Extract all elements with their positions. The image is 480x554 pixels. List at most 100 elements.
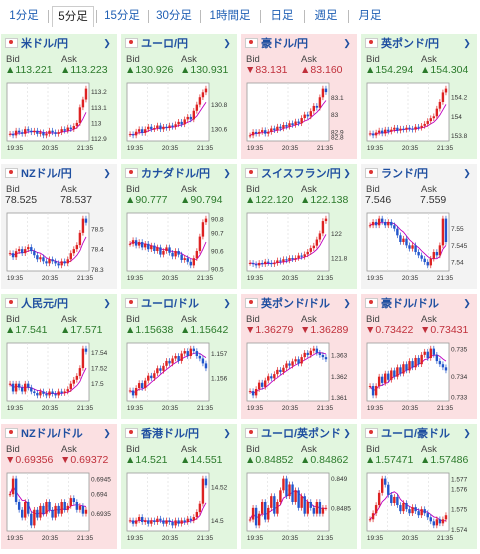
tab-30min[interactable]: 30分足 — [156, 10, 192, 22]
chevron-right-icon[interactable]: ❯ — [223, 298, 231, 308]
pair-name[interactable]: 米ドル/円 — [21, 38, 69, 50]
chevron-right-icon[interactable]: ❯ — [223, 428, 231, 438]
mini-candle-chart[interactable]: 130.8 130.6 19:35 20:35 21:35 — [125, 81, 234, 157]
chevron-right-icon[interactable]: ❯ — [343, 38, 351, 48]
candle-body — [297, 359, 300, 364]
pair-name[interactable]: スイスフラン/円 — [261, 168, 341, 180]
pair-title[interactable]: NZドル/ドル — [5, 427, 83, 441]
mini-candle-chart[interactable]: 14.52 14.5 19:35 20:35 21:35 — [125, 471, 234, 547]
flag-icon — [365, 38, 378, 48]
mini-candle-chart[interactable]: 1.157 1.156 19:35 20:35 21:35 — [125, 341, 234, 417]
moving-average-line — [9, 367, 87, 395]
pair-name[interactable]: ランド/円 — [381, 168, 429, 180]
rate-card[interactable]: 米ドル/円 ❯ Bid Ask ▲113.221 ▲113.223 113.2 113.1 11… — [1, 34, 118, 161]
mini-candle-chart[interactable]: 90.8 90.7 90.6 90.5 19:35 20:35 21:35 — [125, 211, 234, 287]
pair-name[interactable]: 豪ドル/円 — [261, 38, 309, 50]
tab-1min[interactable]: 1分足 — [9, 10, 39, 22]
chevron-right-icon[interactable]: ❯ — [103, 298, 111, 308]
rate-card[interactable]: ユーロ/円 ❯ Bid Ask ▲130.926 ▲130.931 130.8 130.6 19… — [121, 34, 238, 161]
pair-title[interactable]: スイスフラン/円 — [245, 167, 341, 181]
pair-title[interactable]: 豪ドル/円 — [245, 37, 308, 51]
pair-title[interactable]: 米ドル/円 — [5, 37, 68, 51]
rate-card[interactable]: カナダドル/円 ❯ Bid Ask ▲90.777 ▲90.794 90.8 90.7 90.6… — [121, 164, 238, 291]
x-tick-label: 20:35 — [162, 275, 179, 282]
mini-candle-chart[interactable]: 83.1 83 82.982.8 19:35 20:35 21:35 — [245, 81, 354, 157]
tab-5min[interactable]: 5分足 — [52, 6, 94, 27]
mini-candle-chart[interactable]: 17.54 17.52 17.5 19:35 20:35 21:35 — [5, 341, 114, 417]
chevron-right-icon[interactable]: ❯ — [103, 38, 111, 48]
chevron-right-icon[interactable]: ❯ — [463, 298, 471, 308]
pair-name[interactable]: カナダドル/円 — [141, 168, 211, 180]
mini-candle-chart[interactable]: 1.363 1.362 1.361 19:35 20:35 21:35 — [245, 341, 354, 417]
x-tick-label: 21:35 — [197, 405, 214, 412]
pair-title[interactable]: ユーロ/英ポンド — [245, 427, 341, 441]
chevron-right-icon[interactable]: ❯ — [223, 38, 231, 48]
mini-candle-chart[interactable]: 78.5 78.4 78.3 19:35 20:35 21:35 — [5, 211, 114, 287]
candle-body — [420, 255, 423, 259]
rate-card[interactable]: ユーロ/豪ドル ❯ Bid Ask ▲1.57471 ▲1.57486 1.577 1.576… — [361, 424, 478, 551]
pair-title[interactable]: 香港ドル/円 — [125, 427, 199, 441]
pair-title[interactable]: 英ポンド/ドル — [245, 297, 330, 311]
chevron-right-icon[interactable]: ❯ — [343, 298, 351, 308]
rate-card[interactable]: 豪ドル/円 ❯ Bid Ask ▼83.131 ▲83.160 83.1 83 82.9 82.8… — [241, 34, 358, 161]
pair-name[interactable]: 豪ドル/ドル — [381, 298, 440, 310]
rate-card[interactable]: 人民元/円 ❯ Bid Ask ▲17.541 ▲17.571 17.54 17.52 17.5… — [1, 294, 118, 421]
rate-card[interactable]: NZドル/円 ❯ Bid Ask 78.525 78.537 78.5 78.4 78.3 19:… — [1, 164, 118, 291]
rate-card[interactable]: ユーロ/ドル ❯ Bid Ask ▲1.15638 ▲1.15642 1.157 1.156 1… — [121, 294, 238, 421]
pair-title[interactable]: ユーロ/円 — [125, 37, 188, 51]
bid-value: ▼0.73422 — [365, 324, 414, 336]
pair-title[interactable]: NZドル/円 — [5, 167, 72, 181]
pair-name[interactable]: 香港ドル/円 — [141, 428, 200, 440]
tab-1hour[interactable]: 1時間足 — [209, 10, 251, 22]
pair-title[interactable]: ユーロ/豪ドル — [365, 427, 450, 441]
rate-card[interactable]: NZドル/ドル ❯ Bid Ask ▼0.69356 ▼0.69372 0.6945 0.69… — [1, 424, 118, 551]
rate-card[interactable]: ユーロ/英ポンド ❯ Bid Ask ▲0.84852 ▲0.84862 0.849 0.84… — [241, 424, 358, 551]
rate-card[interactable]: 香港ドル/円 ❯ Bid Ask ▲14.521 ▲14.551 14.52 14.5 19:3… — [121, 424, 238, 551]
pair-title[interactable]: 豪ドル/ドル — [365, 297, 439, 311]
tab-monthly[interactable]: 月足 — [358, 10, 382, 22]
chevron-right-icon[interactable]: ❯ — [343, 428, 351, 438]
mini-candle-chart[interactable]: 0.6945 0.694 0.6935 19:35 20:35 21:35 — [5, 471, 114, 547]
tab-daily[interactable]: 日足 — [270, 10, 294, 22]
candle-body — [81, 348, 85, 369]
pair-name[interactable]: NZドル/ドル — [21, 428, 83, 440]
rate-card[interactable]: 豪ドル/ドル ❯ Bid Ask ▼0.73422 ▼0.73431 0.735 0.734 0… — [361, 294, 478, 421]
candle-body — [186, 258, 189, 262]
rate-card[interactable]: 英ポンド/円 ❯ Bid Ask ▲154.294 ▲154.304 154.2 154 153… — [361, 34, 478, 161]
mini-candle-chart[interactable]: 1.577 1.576 1.575 1.574 19:35 20:35 21:35 — [365, 471, 474, 547]
pair-name[interactable]: ユーロ/英ポンド — [261, 428, 342, 440]
chevron-right-icon[interactable]: ❯ — [103, 168, 111, 178]
mini-candle-chart[interactable]: 122 121.8 19:35 20:35 21:35 — [245, 211, 354, 287]
candle-body — [51, 509, 54, 518]
rate-card[interactable]: 英ポンド/ドル ❯ Bid Ask ▼1.36279 ▼1.36289 1.363 1.362… — [241, 294, 358, 421]
chevron-right-icon[interactable]: ❯ — [463, 38, 471, 48]
tab-15min[interactable]: 15分足 — [104, 10, 140, 22]
rate-card[interactable]: スイスフラン/円 ❯ Bid Ask ▲122.120 ▲122.138 122 121.8 1… — [241, 164, 358, 291]
mini-candle-chart[interactable]: 113.2 113.1 113 112.9 19:35 20:35 21:35 — [5, 81, 114, 157]
chevron-right-icon[interactable]: ❯ — [223, 168, 231, 178]
pair-title[interactable]: ランド/円 — [365, 167, 428, 181]
pair-name[interactable]: ユーロ/豪ドル — [381, 428, 451, 440]
pair-name[interactable]: ユーロ/円 — [141, 38, 189, 50]
pair-name[interactable]: ユーロ/ドル — [141, 298, 200, 310]
pair-title[interactable]: 英ポンド/円 — [365, 37, 439, 51]
tab-weekly[interactable]: 週足 — [314, 10, 338, 22]
mini-candle-chart[interactable]: 154.2 154 153.8 19:35 20:35 21:35 — [365, 81, 474, 157]
pair-name[interactable]: NZドル/円 — [21, 168, 72, 180]
candle-body — [371, 386, 375, 396]
pair-name[interactable]: 英ポンド/円 — [381, 38, 440, 50]
chevron-right-icon[interactable]: ❯ — [463, 428, 471, 438]
pair-title[interactable]: ユーロ/ドル — [125, 297, 199, 311]
candle-body — [411, 361, 414, 368]
chevron-right-icon[interactable]: ❯ — [103, 428, 111, 438]
pair-title[interactable]: 人民元/円 — [5, 297, 68, 311]
chevron-right-icon[interactable]: ❯ — [343, 168, 351, 178]
pair-name[interactable]: 人民元/円 — [21, 298, 69, 310]
mini-candle-chart[interactable]: 0.849 0.8485 19:35 20:35 21:35 — [245, 471, 354, 547]
mini-candle-chart[interactable]: 0.735 0.734 0.733 19:35 20:35 21:35 — [365, 341, 474, 417]
pair-name[interactable]: 英ポンド/ドル — [261, 298, 331, 310]
chevron-right-icon[interactable]: ❯ — [463, 168, 471, 178]
rate-card[interactable]: ランド/円 ❯ Bid Ask 7.546 7.559 7.55 7.545 7.54 19:35… — [361, 164, 478, 291]
pair-title[interactable]: カナダドル/円 — [125, 167, 210, 181]
mini-candle-chart[interactable]: 7.55 7.545 7.54 19:35 20:35 21:35 — [365, 211, 474, 287]
